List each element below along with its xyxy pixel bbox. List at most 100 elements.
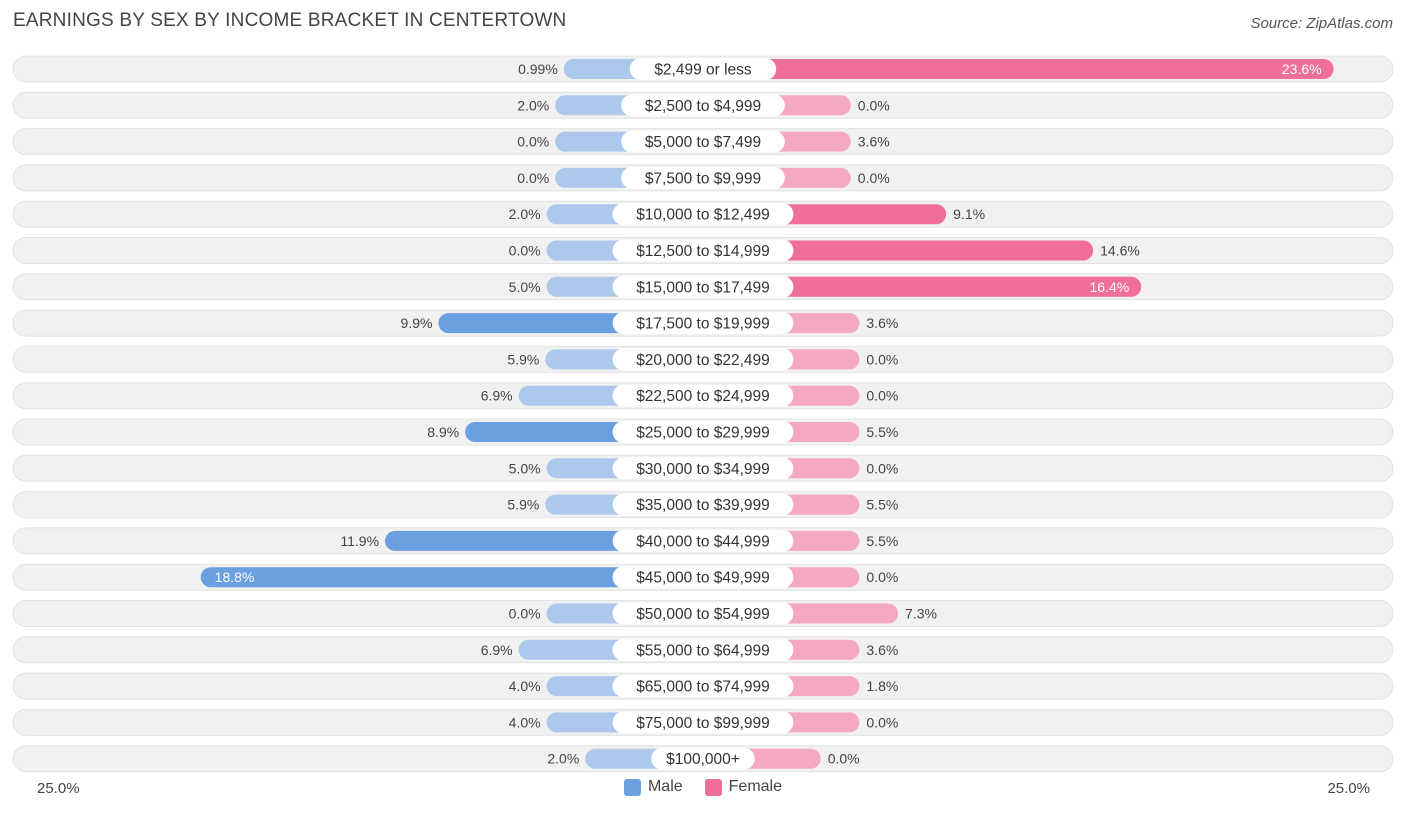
data-label-male: 0.0% bbox=[517, 134, 549, 150]
category-label: $5,000 to $7,499 bbox=[645, 134, 761, 151]
category-label: $15,000 to $17,499 bbox=[636, 279, 770, 296]
axis-min-label: 25.0% bbox=[37, 780, 80, 797]
legend-label-female: Female bbox=[728, 778, 783, 795]
data-label-male: 0.0% bbox=[509, 606, 541, 622]
data-label-female: 23.6% bbox=[1282, 61, 1322, 77]
bar-row: 8.9% 5.5% $25,000 to $29,999 bbox=[12, 418, 1394, 446]
bar-row: 6.9% 3.6% $55,000 to $64,999 bbox=[12, 636, 1394, 664]
data-label-male: 5.9% bbox=[507, 351, 539, 367]
category-label: $7,500 to $9,999 bbox=[645, 170, 761, 187]
data-label-female: 14.6% bbox=[1100, 243, 1140, 259]
data-label-male: 6.9% bbox=[481, 642, 513, 658]
data-label-female: 1.8% bbox=[866, 678, 898, 694]
legend-swatch-male bbox=[623, 778, 641, 796]
legend: Male Female bbox=[0, 778, 1406, 796]
category-label: $40,000 to $44,999 bbox=[636, 533, 770, 550]
category-label-bg bbox=[621, 130, 785, 153]
data-label-male: 0.0% bbox=[517, 170, 549, 186]
bar-row: 5.0% 16.4% $15,000 to $17,499 bbox=[12, 273, 1394, 301]
category-label: $2,500 to $4,999 bbox=[645, 98, 761, 115]
data-label-male: 11.9% bbox=[340, 533, 379, 549]
category-label-bg bbox=[612, 203, 794, 226]
category-label: $20,000 to $22,499 bbox=[636, 352, 770, 369]
bar-female bbox=[703, 240, 1094, 261]
data-label-female: 0.0% bbox=[858, 97, 890, 113]
data-label-male: 5.0% bbox=[509, 279, 541, 295]
category-label-bg bbox=[612, 348, 794, 371]
category-label-bg bbox=[612, 529, 794, 552]
data-label-male: 18.8% bbox=[215, 569, 255, 585]
data-label-female: 5.5% bbox=[866, 533, 898, 549]
category-label: $30,000 to $34,999 bbox=[636, 461, 770, 478]
legend-item-female[interactable]: Female bbox=[704, 778, 783, 796]
category-label: $100,000+ bbox=[666, 751, 740, 768]
data-label-female: 0.0% bbox=[866, 388, 898, 404]
data-label-male: 4.0% bbox=[509, 678, 541, 694]
data-label-male: 5.0% bbox=[509, 460, 541, 476]
category-label-bg bbox=[612, 493, 794, 516]
data-label-male: 4.0% bbox=[509, 714, 541, 730]
bar-row: 6.9% 0.0% $22,500 to $24,999 bbox=[12, 382, 1394, 410]
bar-row: 18.8% 0.0% $45,000 to $49,999 bbox=[12, 563, 1394, 591]
bar-row: 4.0% 1.8% $65,000 to $74,999 bbox=[12, 672, 1394, 700]
bar-row: 2.0% 9.1% $10,000 to $12,499 bbox=[12, 200, 1394, 228]
category-label: $12,500 to $14,999 bbox=[636, 243, 770, 260]
bar-row: 2.0% 0.0% $2,500 to $4,999 bbox=[12, 91, 1394, 119]
data-label-female: 3.6% bbox=[866, 315, 898, 331]
category-label-bg bbox=[612, 275, 794, 298]
category-label-bg bbox=[612, 312, 794, 335]
category-label: $25,000 to $29,999 bbox=[636, 425, 770, 442]
category-label-bg bbox=[612, 602, 794, 625]
data-label-female: 0.0% bbox=[828, 751, 860, 767]
data-label-male: 5.9% bbox=[507, 497, 539, 513]
data-label-male: 6.9% bbox=[481, 388, 513, 404]
category-label-bg bbox=[651, 747, 755, 770]
data-label-female: 5.5% bbox=[866, 424, 898, 440]
data-label-female: 0.0% bbox=[866, 351, 898, 367]
data-label-female: 7.3% bbox=[905, 606, 937, 622]
data-label-male: 0.99% bbox=[518, 61, 558, 77]
category-label: $2,499 or less bbox=[654, 62, 752, 79]
data-label-male: 2.0% bbox=[517, 97, 549, 113]
data-label-male: 2.0% bbox=[547, 751, 579, 767]
legend-item-male[interactable]: Male bbox=[623, 778, 683, 796]
legend-label-male: Male bbox=[647, 778, 683, 795]
category-label-bg bbox=[612, 384, 794, 407]
category-label-bg bbox=[612, 457, 794, 480]
category-label-bg bbox=[621, 94, 785, 117]
category-label: $10,000 to $12,499 bbox=[636, 207, 770, 224]
bar-row: 5.9% 0.0% $20,000 to $22,499 bbox=[12, 345, 1394, 373]
data-label-female: 3.6% bbox=[866, 642, 898, 658]
data-label-male: 9.9% bbox=[401, 315, 433, 331]
bar-row: 2.0% 0.0% $100,000+ bbox=[12, 745, 1394, 773]
category-label-bg bbox=[621, 166, 785, 189]
category-label: $45,000 to $49,999 bbox=[636, 570, 770, 587]
category-label: $75,000 to $99,999 bbox=[636, 715, 770, 732]
data-label-female: 3.6% bbox=[858, 134, 890, 150]
source-label: Source: ZipAtlas.com bbox=[1250, 15, 1393, 32]
bar-row: 5.9% 5.5% $35,000 to $39,999 bbox=[12, 491, 1394, 519]
data-label-male: 2.0% bbox=[509, 206, 541, 222]
data-label-female: 9.1% bbox=[953, 206, 985, 222]
category-label: $22,500 to $24,999 bbox=[636, 388, 770, 405]
bar-row: 11.9% 5.5% $40,000 to $44,999 bbox=[12, 527, 1394, 555]
bar-row: 0.0% 7.3% $50,000 to $54,999 bbox=[12, 600, 1394, 627]
legend-swatch-female bbox=[704, 778, 722, 796]
bar-row: 0.0% 0.0% $7,500 to $9,999 bbox=[12, 164, 1394, 192]
data-label-female: 5.5% bbox=[866, 497, 898, 513]
category-label: $17,500 to $19,999 bbox=[636, 316, 770, 333]
category-label: $65,000 to $74,999 bbox=[636, 679, 770, 696]
category-label-bg bbox=[612, 675, 794, 698]
bar-female bbox=[703, 59, 1334, 79]
data-label-female: 16.4% bbox=[1090, 279, 1130, 295]
category-label: $50,000 to $54,999 bbox=[636, 606, 770, 623]
bar-row: 0.0% 14.6% $12,500 to $14,999 bbox=[12, 237, 1394, 264]
category-label: $55,000 to $64,999 bbox=[636, 642, 770, 659]
category-label: $35,000 to $39,999 bbox=[636, 497, 770, 514]
bar-row: 0.0% 3.6% $5,000 to $7,499 bbox=[12, 128, 1394, 156]
axis-max-label: 25.0% bbox=[1327, 780, 1370, 797]
data-label-male: 0.0% bbox=[509, 243, 541, 259]
data-label-male: 8.9% bbox=[427, 424, 459, 440]
bar-row: 5.0% 0.0% $30,000 to $34,999 bbox=[12, 454, 1394, 482]
